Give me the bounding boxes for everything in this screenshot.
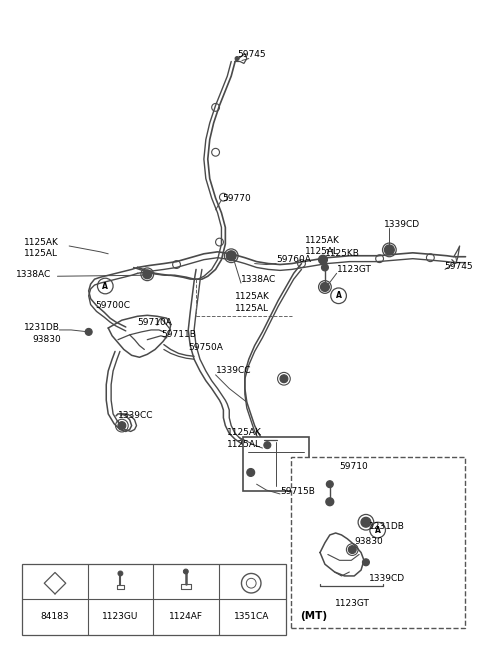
Text: 1123GT: 1123GT [336,265,372,274]
Text: 59715B: 59715B [280,487,315,496]
Text: 59745: 59745 [237,50,266,59]
Text: 59700C: 59700C [96,301,131,310]
Circle shape [247,468,254,476]
Text: 1125AL: 1125AL [228,440,261,449]
Bar [22,564,286,635]
Text: 1125AK: 1125AK [24,238,59,246]
Circle shape [235,56,239,60]
Circle shape [348,546,356,553]
Text: 1125AL: 1125AL [235,304,269,313]
Bar [243,438,309,491]
Circle shape [362,559,369,566]
Text: 1123GT: 1123GT [335,599,370,608]
Circle shape [264,441,271,449]
Text: 59745: 59745 [444,262,473,271]
Text: 1231DB: 1231DB [24,324,60,333]
Circle shape [280,375,288,383]
Text: A: A [375,525,381,534]
Text: 1338AC: 1338AC [241,274,276,284]
Circle shape [326,481,333,487]
Circle shape [321,282,329,291]
Circle shape [227,251,236,261]
Text: 1124AF: 1124AF [169,612,203,622]
Text: 1125AK: 1125AK [228,428,262,437]
Circle shape [183,569,188,574]
Circle shape [361,517,371,527]
Circle shape [118,571,123,576]
Text: 1338AC: 1338AC [16,270,52,279]
Text: 1339CC: 1339CC [118,411,154,421]
Circle shape [319,255,327,264]
Text: 1123GU: 1123GU [102,612,139,622]
Text: 1339CC: 1339CC [216,366,251,375]
Text: (MT): (MT) [300,611,328,621]
Text: A: A [102,282,108,291]
Circle shape [384,245,394,255]
Bar [291,457,465,627]
Text: 59710: 59710 [339,462,368,471]
Circle shape [118,422,126,430]
Text: 1125KB: 1125KB [325,250,360,258]
Text: 1125AL: 1125AL [24,250,58,258]
Text: 59710A: 59710A [137,318,172,327]
Text: 1231DB: 1231DB [369,521,405,531]
Text: 93830: 93830 [32,335,61,345]
Text: 93830: 93830 [354,537,383,546]
Text: 59750A: 59750A [188,343,223,352]
Text: 1351CA: 1351CA [234,612,269,622]
Circle shape [326,498,334,506]
Circle shape [143,270,152,278]
Circle shape [322,264,328,271]
Text: 1339CD: 1339CD [384,220,420,229]
Text: 84183: 84183 [41,612,69,622]
Text: 59770: 59770 [222,194,251,202]
Text: 59711B: 59711B [161,330,196,339]
Text: 1125AK: 1125AK [235,292,270,301]
Text: 1125AL: 1125AL [305,248,339,256]
Text: 1125AK: 1125AK [305,236,340,244]
Text: 59760A: 59760A [276,255,311,264]
Text: A: A [336,291,342,300]
Circle shape [85,328,92,335]
Text: 1339CD: 1339CD [369,574,405,584]
